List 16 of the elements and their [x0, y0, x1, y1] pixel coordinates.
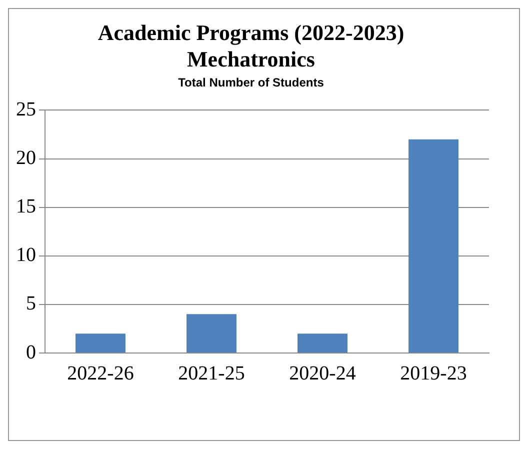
- x-tick-label: 2022-26: [67, 362, 134, 384]
- x-tick-label: 2020-24: [289, 362, 356, 384]
- y-tick-label: 25: [16, 98, 36, 120]
- y-tick-label: 20: [16, 147, 36, 170]
- y-tick-label: 5: [26, 292, 36, 315]
- chart-subtitle: Total Number of Students: [178, 75, 324, 90]
- bar: [186, 314, 236, 352]
- x-tick-label: 2021-25: [178, 362, 245, 384]
- y-tick-label: 0: [26, 341, 36, 364]
- y-tick-label: 10: [16, 244, 36, 266]
- chart-title: Academic Programs (2022-2023) Mechatronics: [98, 20, 404, 72]
- x-tick-label: 2019-23: [400, 362, 467, 384]
- bar: [408, 139, 458, 352]
- bar: [76, 334, 126, 352]
- y-tick-label: 15: [16, 196, 36, 218]
- bar: [298, 334, 348, 352]
